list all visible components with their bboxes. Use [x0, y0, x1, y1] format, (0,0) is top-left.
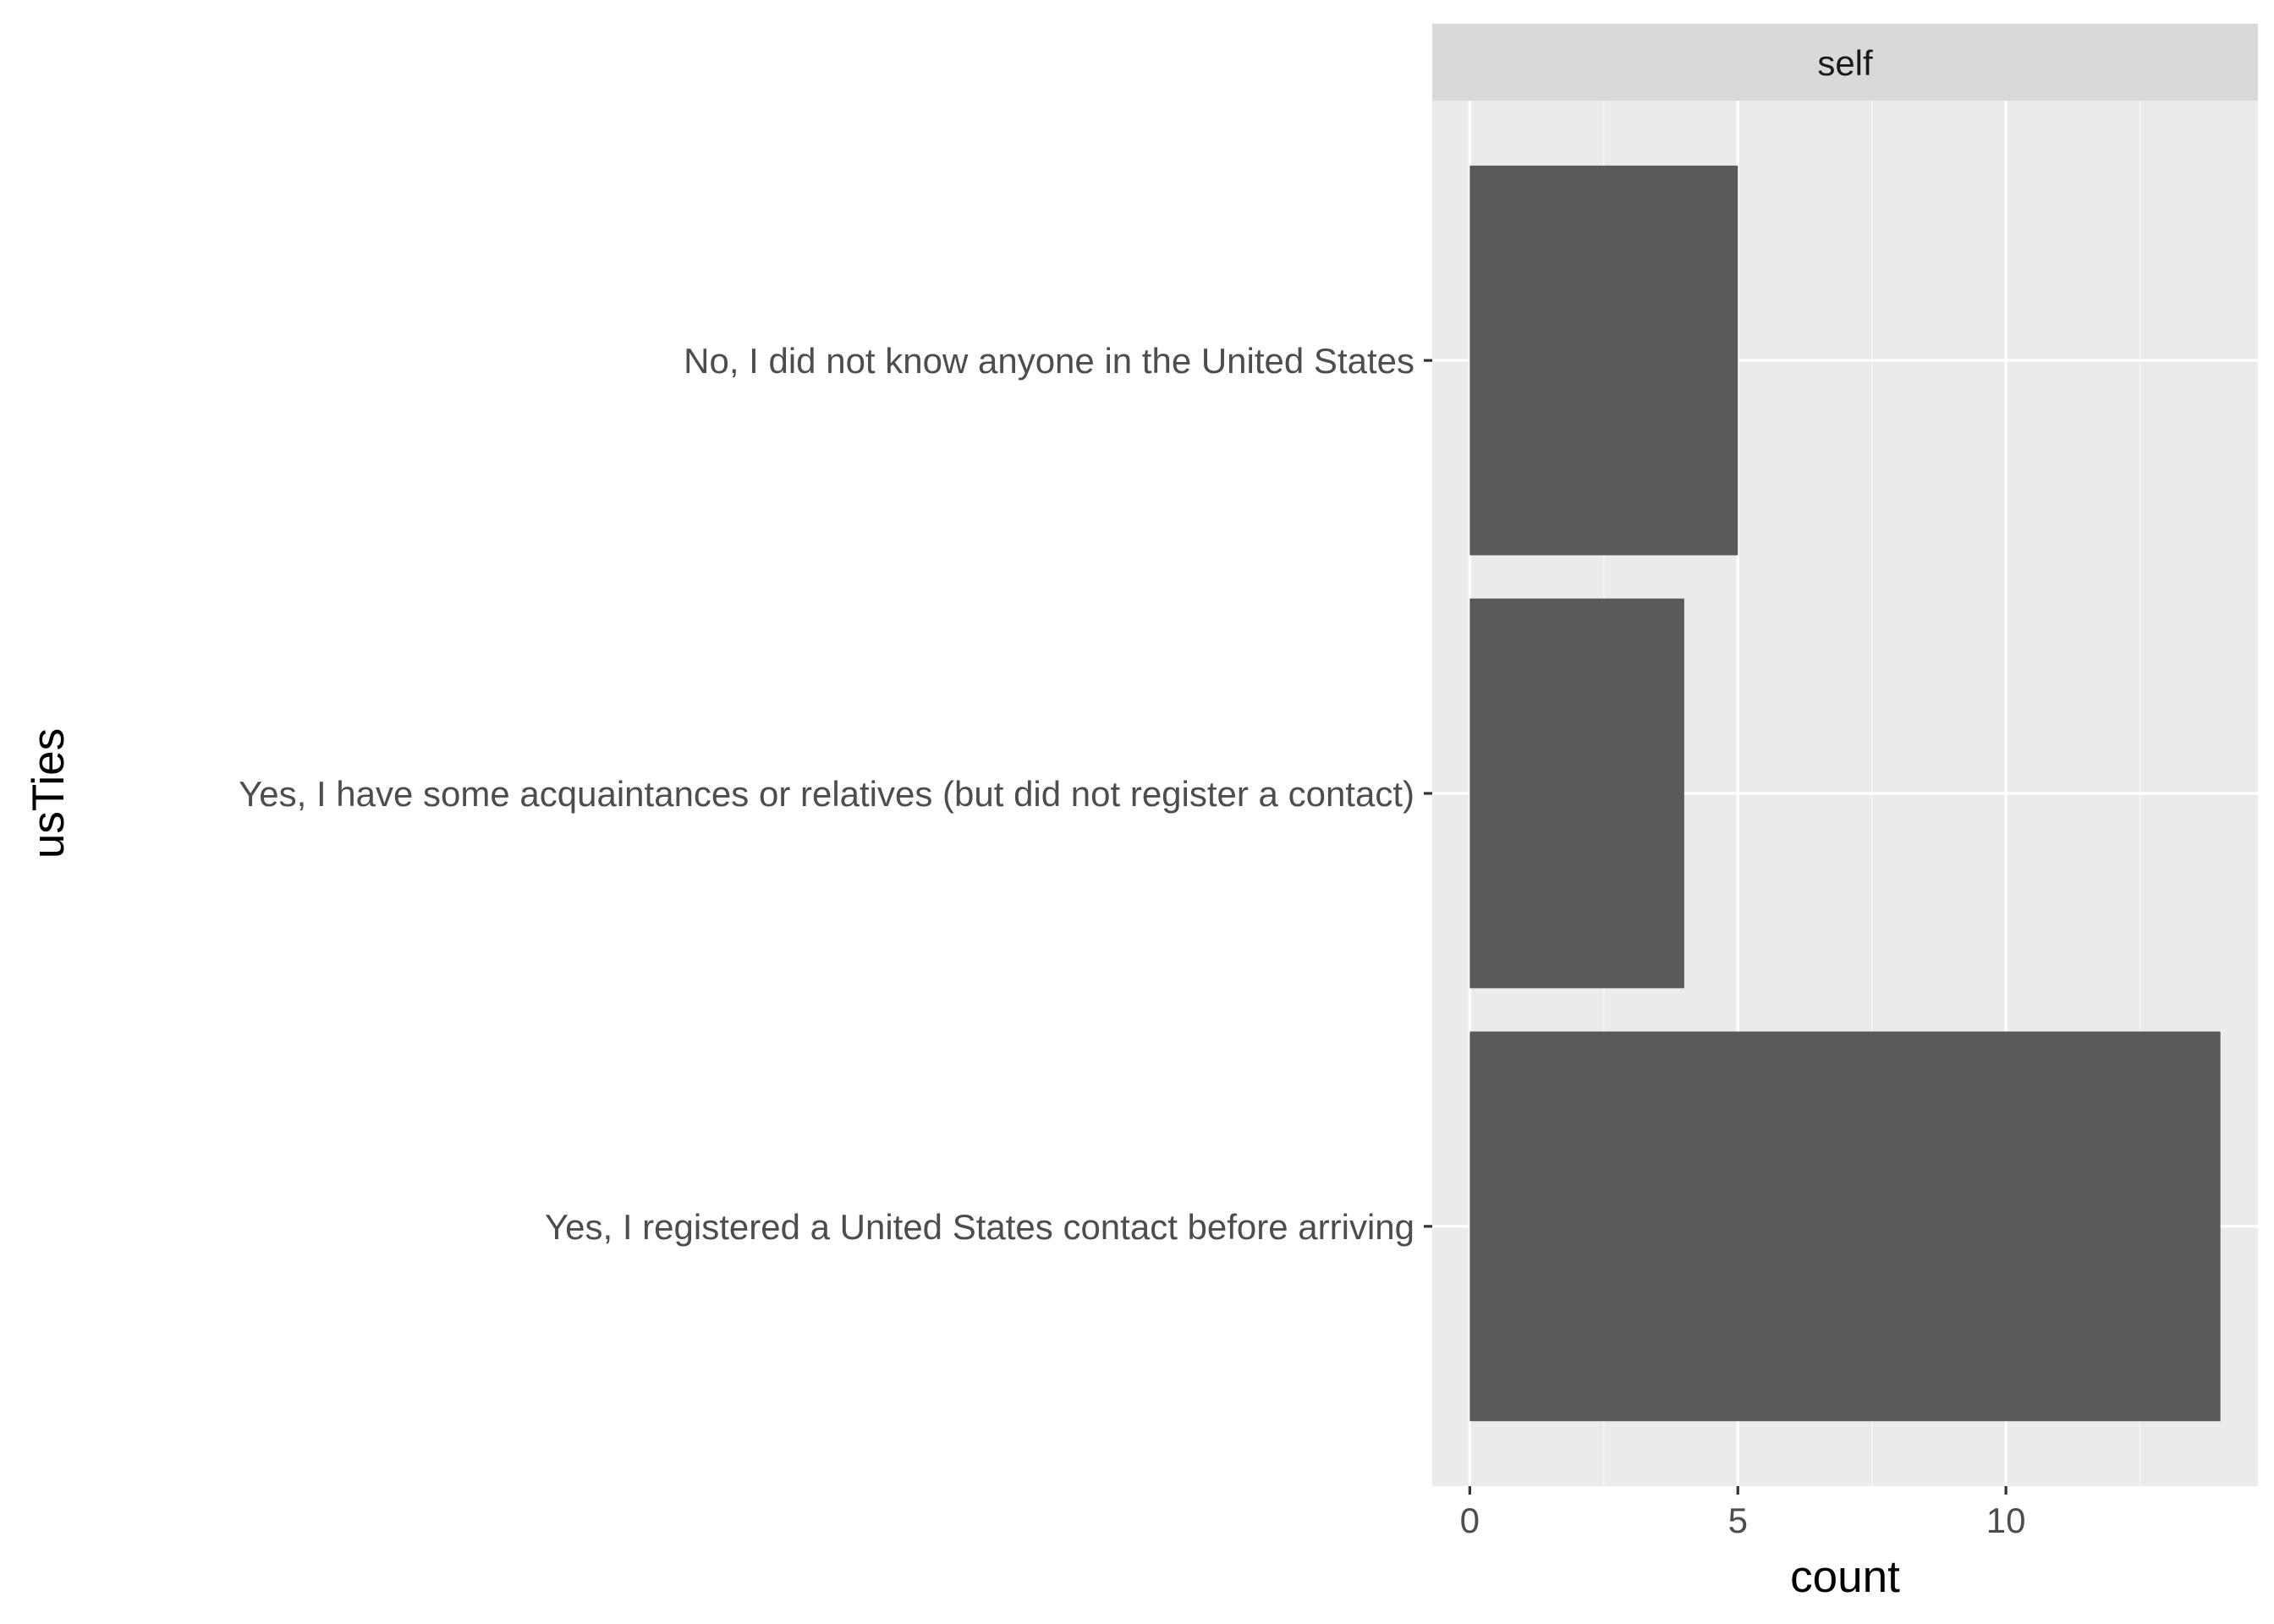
- bar: [1469, 165, 1738, 556]
- y-tick-label: Yes, I have some acquaintances or relati…: [239, 774, 1414, 814]
- y-axis-ticks: [1424, 359, 1432, 1228]
- y-tick-label: Yes, I registered a United States contac…: [545, 1207, 1414, 1247]
- y-tick-label: No, I did not know anyone in the United …: [684, 341, 1414, 381]
- facet-strip: [1432, 24, 2258, 101]
- x-axis-ticks: [1468, 1486, 2008, 1495]
- bar: [1469, 1031, 2221, 1422]
- x-axis: 0 5 10: [1460, 1486, 2026, 1540]
- y-axis-title: usTies: [24, 728, 74, 859]
- bar: [1469, 598, 1684, 989]
- bars: [1469, 165, 2221, 1422]
- x-axis-title: count: [1790, 1552, 1900, 1602]
- x-tick-label: 10: [1986, 1501, 2026, 1540]
- facet-strip-label: self: [1817, 43, 1873, 83]
- x-tick-label: 0: [1460, 1501, 1480, 1540]
- y-axis: No, I did not know anyone in the United …: [239, 341, 1432, 1247]
- x-tick-label: 5: [1728, 1501, 1748, 1540]
